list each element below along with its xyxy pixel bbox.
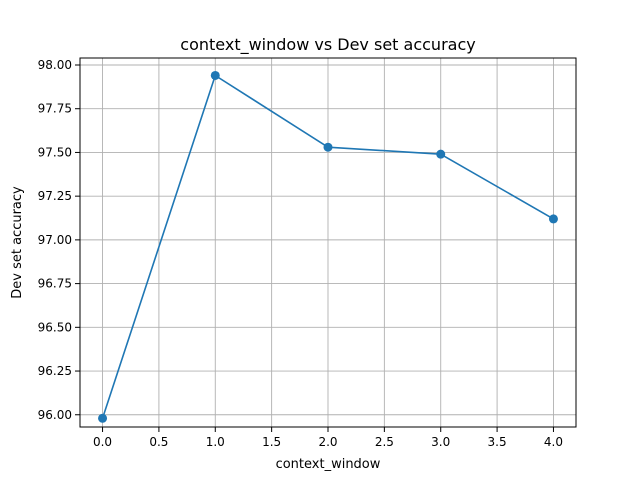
y-tick-label: 96.25	[38, 364, 72, 378]
x-tick-label: 1.0	[206, 435, 225, 449]
y-tick-label: 98.00	[38, 58, 72, 72]
y-tick-label: 97.75	[38, 102, 72, 116]
x-axis-ticks: 0.0 0.5 1.0 1.5 2.0 2.5 3.0 3.5 4.0	[93, 427, 563, 449]
x-tick-label: 4.0	[544, 435, 563, 449]
y-tick-label: 96.00	[38, 408, 72, 422]
series-layer	[98, 70, 558, 423]
x-tick-label: 0.0	[93, 435, 112, 449]
y-tick-label: 96.75	[38, 277, 72, 291]
data-point	[323, 142, 333, 152]
y-tick-label: 96.50	[38, 320, 72, 334]
grid-lines	[80, 58, 576, 427]
y-axis-label: Dev set accuracy	[10, 186, 25, 299]
y-tick-label: 97.50	[38, 145, 72, 159]
y-tick-label: 97.25	[38, 189, 72, 203]
chart-title: context_window vs Dev set accuracy	[180, 35, 475, 55]
data-point	[436, 149, 446, 159]
x-tick-label: 2.5	[375, 435, 394, 449]
y-tick-label: 97.00	[38, 233, 72, 247]
data-point	[548, 214, 558, 224]
x-tick-label: 3.0	[431, 435, 450, 449]
data-point	[98, 413, 108, 423]
x-tick-label: 0.5	[149, 435, 168, 449]
x-tick-label: 1.5	[262, 435, 281, 449]
x-tick-label: 2.0	[318, 435, 337, 449]
x-axis-label: context_window	[276, 457, 381, 472]
data-point	[210, 70, 220, 80]
x-tick-label: 3.5	[488, 435, 507, 449]
y-axis-ticks: 96.00 96.25 96.50 96.75 97.00 97.25 97.50 97.75…	[38, 58, 80, 422]
